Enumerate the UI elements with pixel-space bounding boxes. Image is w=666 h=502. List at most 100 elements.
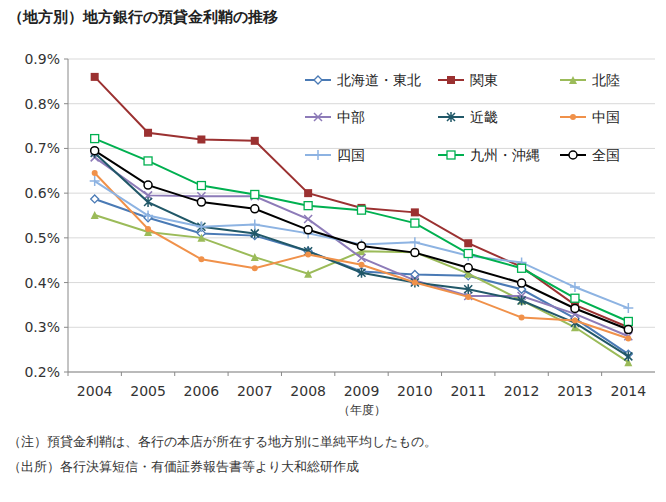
y-tick-label: 0.4% — [24, 275, 60, 291]
series-line — [95, 157, 629, 336]
marker — [144, 197, 152, 207]
marker — [411, 208, 419, 216]
marker — [90, 176, 100, 186]
marker — [358, 268, 366, 278]
marker — [197, 234, 205, 242]
marker — [569, 151, 577, 159]
marker — [464, 250, 472, 258]
marker — [251, 228, 259, 238]
series-line — [95, 139, 629, 322]
x-tick — [334, 372, 335, 376]
legend-label: 北海道・東北 — [337, 72, 421, 88]
marker — [197, 198, 205, 206]
marker — [92, 170, 98, 176]
legend-label: 近畿 — [470, 109, 498, 125]
marker — [411, 278, 419, 288]
x-tick — [601, 372, 602, 376]
x-tick-label: 2011 — [450, 383, 486, 399]
x-tick — [494, 372, 495, 376]
x-tick — [174, 372, 175, 376]
legend-label: 全国 — [592, 147, 620, 163]
marker — [304, 270, 312, 278]
legend-label: 北陸 — [592, 72, 620, 88]
marker — [625, 335, 631, 341]
x-tick-label: 2009 — [344, 383, 380, 399]
marker — [464, 239, 472, 247]
x-axis — [68, 372, 655, 373]
y-tick — [64, 372, 68, 373]
marker — [519, 314, 525, 320]
marker — [411, 248, 419, 256]
x-tick — [548, 372, 549, 376]
x-tick-label: 2006 — [184, 383, 220, 399]
y-tick-label: 0.6% — [24, 185, 60, 201]
marker — [464, 264, 472, 272]
y-tick-label: 0.3% — [24, 319, 60, 335]
grid-line — [68, 103, 655, 104]
marker — [314, 76, 322, 84]
y-axis — [68, 59, 69, 372]
series-line — [95, 151, 629, 330]
marker — [624, 351, 632, 361]
marker — [252, 265, 258, 271]
series-line — [95, 199, 629, 354]
marker — [251, 190, 259, 198]
legend-label: 関東 — [470, 72, 498, 88]
marker — [305, 251, 311, 257]
marker — [251, 137, 259, 145]
series-line — [95, 181, 629, 308]
x-tick-label: 2005 — [130, 383, 166, 399]
marker — [572, 318, 578, 324]
marker — [569, 76, 577, 84]
series-line — [95, 215, 629, 362]
marker — [251, 205, 259, 213]
marker — [304, 202, 312, 210]
marker — [410, 237, 420, 247]
marker — [571, 305, 579, 313]
marker — [250, 219, 260, 229]
marker — [570, 114, 576, 120]
marker — [518, 264, 526, 272]
marker — [304, 226, 312, 234]
marker — [571, 318, 579, 328]
plot-area — [90, 73, 634, 366]
series-line — [95, 153, 629, 356]
marker — [624, 326, 632, 334]
x-tick — [388, 372, 389, 376]
grid-line — [68, 59, 655, 60]
y-tick-label: 0.2% — [24, 364, 60, 380]
x-tick — [441, 372, 442, 376]
marker — [145, 226, 151, 232]
marker — [624, 317, 632, 325]
x-tick-label: 2012 — [504, 383, 540, 399]
marker — [357, 240, 367, 250]
x-tick-label: 2010 — [397, 383, 433, 399]
marker — [447, 151, 455, 159]
marker — [304, 215, 312, 223]
y-tick — [64, 103, 68, 104]
y-tick-label: 0.7% — [24, 140, 60, 156]
marker — [518, 279, 526, 287]
marker — [314, 113, 322, 121]
marker — [304, 189, 312, 197]
marker — [91, 195, 99, 203]
marker — [358, 254, 366, 262]
marker — [196, 222, 206, 232]
x-tick — [68, 372, 69, 376]
marker — [313, 150, 323, 160]
marker — [464, 284, 472, 294]
legend-label: 九州・沖縄 — [470, 147, 540, 163]
marker — [251, 253, 259, 261]
marker — [91, 147, 99, 155]
x-tick-label: 2014 — [610, 383, 646, 399]
marker — [518, 295, 526, 305]
marker — [143, 211, 153, 221]
marker — [91, 211, 99, 219]
x-tick — [121, 372, 122, 376]
x-tick — [228, 372, 229, 376]
legend-label: 四国 — [337, 147, 365, 163]
x-tick-label: 2008 — [290, 383, 326, 399]
marker — [412, 280, 418, 286]
grid-line — [68, 372, 655, 373]
note: （注）預貸金利鞘は、各行の本店が所在する地方別に単純平均したもの。 — [8, 434, 437, 449]
